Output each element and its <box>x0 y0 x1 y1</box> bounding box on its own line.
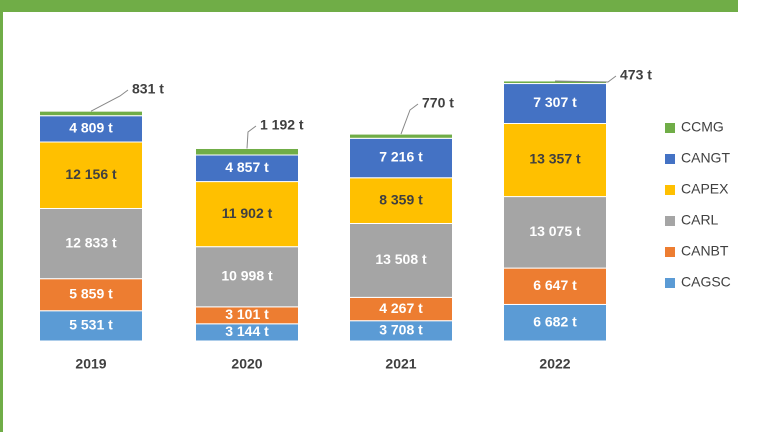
data-label: 8 359 t <box>379 191 423 207</box>
data-label: 13 075 t <box>529 223 581 239</box>
x-tick-label: 2021 <box>385 356 416 372</box>
legend-swatch <box>665 278 675 288</box>
legend-label: CANGT <box>681 150 730 166</box>
legend-label: CAPEX <box>681 181 729 197</box>
leader-line <box>90 89 129 112</box>
data-label: 3 101 t <box>225 306 269 322</box>
bar-segment <box>195 154 299 183</box>
x-tick-label: 2022 <box>539 356 570 372</box>
data-label: 13 508 t <box>375 251 427 267</box>
leader-line <box>400 103 419 135</box>
leader-line <box>554 75 617 83</box>
bar-segment <box>503 267 607 305</box>
data-label: 13 357 t <box>529 151 581 167</box>
data-label: 3 144 t <box>225 323 269 339</box>
data-label: 6 682 t <box>533 313 577 329</box>
data-label: 6 647 t <box>533 277 577 293</box>
data-label: 7 216 t <box>379 149 423 165</box>
bar-segment <box>195 147 299 156</box>
bar-segment <box>39 141 143 210</box>
bar-segment <box>39 310 143 342</box>
data-label: 5 859 t <box>69 285 113 301</box>
legend-label: CANBT <box>681 243 729 259</box>
bar-segment <box>503 196 607 269</box>
bar-segment <box>349 177 453 224</box>
header-edge <box>738 0 740 12</box>
legend-label: CAGSC <box>681 274 731 290</box>
data-label: 7 307 t <box>533 94 577 110</box>
data-label: 3 708 t <box>379 322 423 338</box>
data-label: 4 267 t <box>379 300 423 316</box>
data-label: 4 809 t <box>69 120 113 136</box>
bar-segment <box>503 303 607 342</box>
data-label: 5 531 t <box>69 317 113 333</box>
data-label: 770 t <box>422 95 454 111</box>
data-label: 12 156 t <box>65 166 117 182</box>
data-label: 10 998 t <box>221 267 273 283</box>
bar-segment <box>349 133 453 139</box>
header-strip <box>0 0 740 12</box>
x-tick-label: 2019 <box>75 356 106 372</box>
legend-swatch <box>665 154 675 164</box>
data-label: 831 t <box>132 81 164 97</box>
leader-line <box>246 125 257 149</box>
frame-left <box>0 0 3 432</box>
bar-segment <box>503 83 607 125</box>
bar-segment <box>503 123 607 198</box>
bar-segment <box>195 246 299 308</box>
x-tick-label: 2020 <box>231 356 262 372</box>
legend-swatch <box>665 123 675 133</box>
legend-swatch <box>665 247 675 257</box>
legend-label: CARL <box>681 212 719 228</box>
data-label: 12 833 t <box>65 234 117 250</box>
legend-swatch <box>665 216 675 226</box>
data-label: 1 192 t <box>260 117 304 133</box>
bar-segment <box>349 137 453 179</box>
data-label: 11 902 t <box>222 205 273 221</box>
data-label: 4 857 t <box>225 159 269 175</box>
legend-swatch <box>665 185 675 195</box>
bar-segment <box>39 115 143 143</box>
legend-label: CCMG <box>681 119 724 135</box>
data-label: 473 t <box>620 67 652 83</box>
bar-segment <box>39 278 143 312</box>
bar-segment <box>195 181 299 248</box>
bar-segment <box>39 110 143 117</box>
